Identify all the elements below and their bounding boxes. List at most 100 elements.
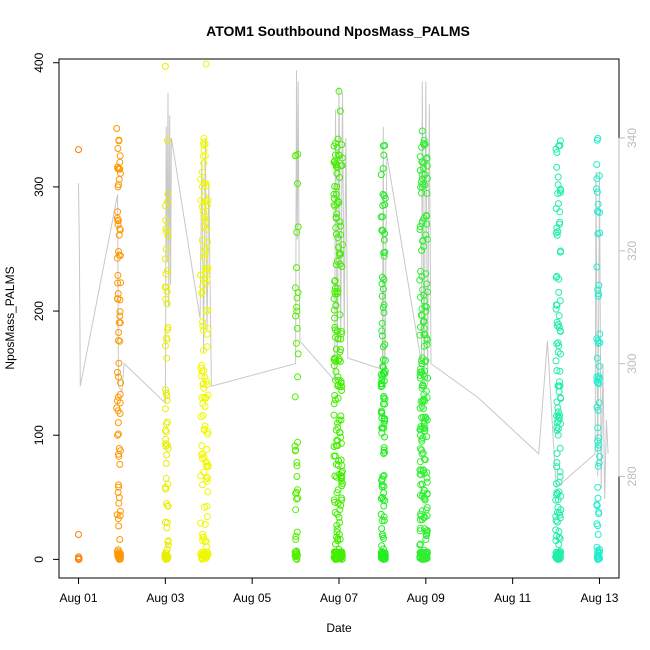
data-point — [553, 149, 561, 156]
data-point — [418, 247, 426, 254]
data-point — [333, 210, 341, 218]
data-point — [203, 275, 211, 283]
data-point — [75, 553, 82, 561]
data-point — [379, 202, 387, 209]
data-point — [378, 525, 386, 533]
data-point — [416, 524, 424, 532]
data-point — [418, 368, 426, 376]
data-point — [380, 236, 388, 244]
data-point — [332, 190, 340, 198]
data-point — [380, 151, 388, 159]
data-point — [422, 231, 430, 239]
data-point — [200, 549, 208, 557]
data-point — [555, 324, 563, 331]
data-point — [294, 438, 302, 446]
data-point — [332, 224, 340, 232]
data-point — [115, 373, 122, 381]
data-point — [556, 473, 564, 481]
data-point — [593, 161, 601, 168]
data-point — [161, 426, 169, 434]
data-point — [114, 145, 122, 152]
data-point — [556, 297, 564, 305]
data-point — [162, 202, 169, 210]
data-point — [339, 241, 346, 249]
data-point — [420, 331, 428, 339]
data-point — [381, 356, 389, 364]
data-point — [595, 510, 603, 518]
data-point — [418, 435, 426, 443]
data-point — [116, 308, 124, 316]
data-point — [201, 550, 209, 558]
data-point — [200, 468, 208, 476]
data-point — [116, 507, 124, 515]
data-point — [292, 312, 300, 320]
data-point — [331, 326, 339, 334]
data-point — [203, 473, 211, 481]
data-point — [117, 379, 125, 387]
data-point — [552, 301, 560, 309]
data-point — [380, 472, 388, 479]
data-point — [164, 198, 171, 206]
data-point — [421, 456, 429, 464]
data-point — [163, 392, 171, 400]
data-point — [337, 222, 344, 230]
data-point — [594, 462, 602, 470]
data-point — [420, 342, 428, 350]
data-point — [291, 393, 299, 401]
data-point — [418, 219, 426, 227]
data-point — [198, 289, 206, 297]
data-point — [378, 292, 386, 300]
data-point — [294, 180, 301, 188]
data-point — [332, 214, 340, 222]
data-point — [202, 60, 210, 68]
data-point — [335, 243, 343, 251]
data-point — [113, 125, 121, 132]
data-point — [379, 190, 387, 198]
data-point — [164, 537, 172, 545]
data-point — [336, 174, 344, 181]
data-point — [75, 146, 82, 154]
data-point — [416, 371, 424, 379]
data-point — [203, 343, 211, 351]
data-point — [381, 415, 389, 423]
data-point — [422, 357, 430, 365]
data-point — [203, 265, 210, 273]
data-point — [556, 514, 564, 522]
data-point — [116, 319, 124, 327]
data-point — [162, 270, 170, 278]
series-3 — [161, 62, 172, 563]
data-point — [115, 136, 123, 144]
data-point — [557, 506, 565, 514]
data-point — [293, 473, 301, 480]
data-point — [292, 506, 300, 514]
data-point — [201, 140, 209, 148]
data-point — [380, 424, 388, 432]
data-point — [556, 411, 563, 419]
data-point — [378, 319, 386, 327]
data-point — [115, 329, 123, 336]
data-point — [557, 350, 564, 358]
data-point — [197, 372, 205, 380]
data-point — [381, 400, 389, 408]
data-point — [553, 427, 561, 435]
data-point — [204, 196, 212, 204]
data-point — [114, 279, 122, 287]
x-tick-label: Aug 13 — [580, 591, 618, 605]
data-point — [418, 170, 426, 178]
data-point — [379, 363, 387, 371]
data-point — [594, 483, 602, 491]
data-point — [595, 290, 603, 298]
data-point — [423, 189, 431, 197]
series-10 — [593, 134, 604, 563]
data-point — [198, 367, 206, 375]
data-point — [554, 490, 562, 498]
data-point — [557, 394, 564, 402]
data-point — [199, 450, 207, 458]
data-point — [554, 173, 562, 181]
data-point — [336, 107, 344, 115]
data-point — [200, 141, 208, 149]
data-point — [377, 371, 385, 378]
chart-title: ATOM1 Southbound NposMass_PALMS — [206, 23, 470, 39]
data-point — [198, 168, 206, 176]
data-point — [417, 467, 425, 475]
